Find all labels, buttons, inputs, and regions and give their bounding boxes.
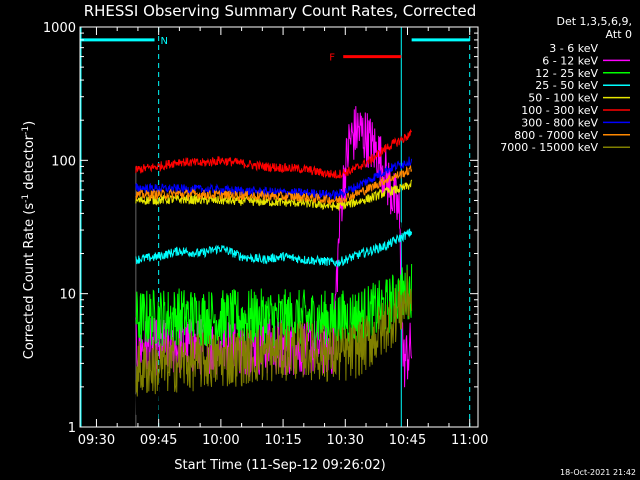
series-line xyxy=(135,128,413,179)
y-tick-label: 100 xyxy=(51,154,76,169)
y-tick-label: 10 xyxy=(59,288,76,303)
flare-label: F xyxy=(329,53,335,64)
legend-header-2: Att 0 xyxy=(606,28,632,41)
x-axis-label: Start Time (11-Sep-12 09:26:02) xyxy=(174,458,385,473)
night-label: N xyxy=(161,36,168,47)
y-tick-label: 1000 xyxy=(43,21,76,36)
legend-entry-label: 100 - 300 keV xyxy=(521,104,598,117)
x-tick-label: 11:00 xyxy=(451,433,488,448)
plot-frame xyxy=(79,26,479,428)
x-tick-label: 10:00 xyxy=(202,433,239,448)
y-axis-label-end: ) xyxy=(22,121,37,126)
series-line xyxy=(135,106,413,388)
y-axis-label: Corrected Count Rate (s-1 detector-1) xyxy=(21,121,37,359)
legend-entry-label: 6 - 12 keV xyxy=(542,54,598,67)
y-axis-label-sup: -1 xyxy=(21,194,31,203)
legend-entry-label: 25 - 50 keV xyxy=(535,79,598,92)
legend-entry-label: 3 - 6 keV xyxy=(549,42,598,55)
legend-entry-label: 7000 - 15000 keV xyxy=(500,141,598,154)
series-line xyxy=(135,228,413,268)
legend-header-1: Det 1,3,5,6,9, xyxy=(556,15,632,28)
series-layer xyxy=(135,106,413,425)
y-axis-label-tail: detector xyxy=(22,134,37,194)
x-tick-label: 10:15 xyxy=(264,433,301,448)
x-tick-label: 09:45 xyxy=(140,433,177,448)
x-tick-label: 10:30 xyxy=(327,433,364,448)
legend-entry-label: 300 - 800 keV xyxy=(521,116,598,129)
series-line xyxy=(135,270,413,397)
footer-timestamp: 18-Oct-2021 21:42 xyxy=(560,468,636,477)
legend-entry-label: 800 - 7000 keV xyxy=(514,129,598,142)
chart-title: RHESSI Observing Summary Count Rates, Co… xyxy=(84,2,477,20)
series-line xyxy=(135,164,413,206)
legend-entry-label: 50 - 100 keV xyxy=(528,92,598,105)
legend-entry-label: 12 - 25 keV xyxy=(535,67,598,80)
x-tick-label: 09:30 xyxy=(78,433,115,448)
axes: 1 10 100 1000 09:30 09:45 10:00 10:15 10:30 10:45… xyxy=(43,21,489,448)
y-axis-label-tail-sup: -1 xyxy=(21,126,31,135)
x-tick-label: 10:45 xyxy=(389,433,426,448)
y-tick-label: 1 xyxy=(68,421,76,436)
y-axis-label-main: Corrected Count Rate (s xyxy=(22,203,37,360)
